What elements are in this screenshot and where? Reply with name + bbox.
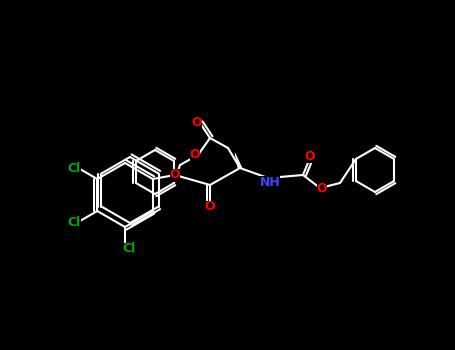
Text: O: O [305, 149, 315, 162]
Text: Cl: Cl [122, 243, 136, 256]
Text: O: O [192, 117, 202, 130]
Text: Cl: Cl [68, 216, 81, 229]
Text: O: O [317, 182, 327, 195]
Text: O: O [205, 201, 215, 214]
Text: O: O [190, 148, 200, 161]
Text: O: O [170, 168, 180, 182]
Text: Cl: Cl [68, 161, 81, 175]
Text: NH: NH [260, 175, 280, 189]
Polygon shape [235, 153, 242, 168]
